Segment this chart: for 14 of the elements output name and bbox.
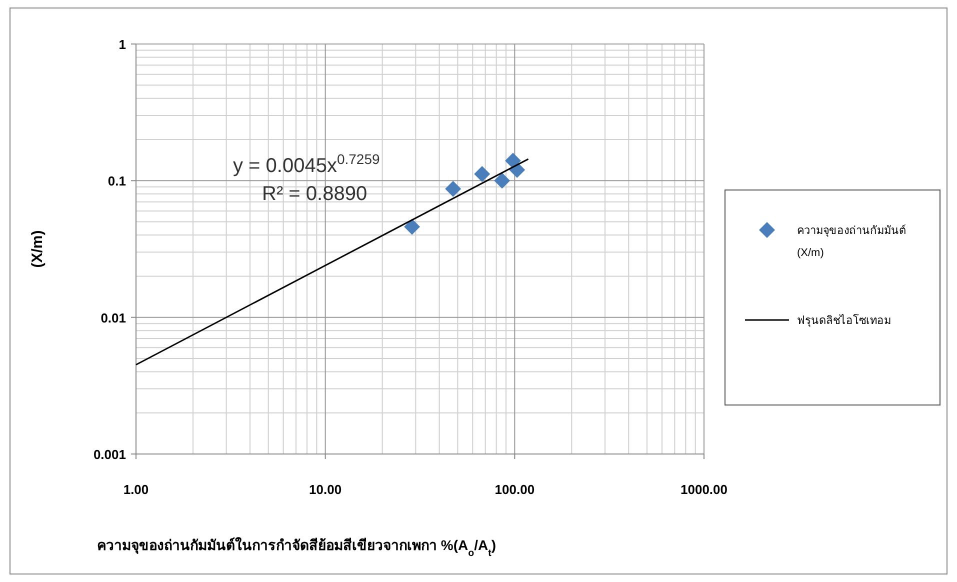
x-axis-title: ความจุของถ่านกัมมันต์ในการกำจัดสีย้อมสีเขียวจากเพกา %(A$_{o}$/A$_{t}$) — [97, 536, 496, 558]
y-tick-label: 0.01 — [100, 310, 126, 326]
y-tick-label: 1 — [118, 37, 126, 52]
x-tick-label: 1000.00 — [680, 482, 728, 497]
y-axis-title: (X/m) — [29, 230, 46, 268]
x-tick-label: 1.00 — [123, 482, 149, 497]
y-tick-label: 0.1 — [108, 174, 126, 189]
legend-label: ฟรุนดลิชไอโซเทอม — [797, 313, 891, 327]
x-tick-label: 100.00 — [494, 482, 535, 497]
annotation: y = 0.0045x$^{0.7259}$ — [233, 151, 380, 177]
x-tick-label: 10.00 — [309, 482, 342, 497]
annotation: R² = 0.8890 — [262, 183, 368, 205]
y-tick-label: 0.001 — [93, 447, 126, 462]
legend-label: ความจุของถ่านกัมมันต์ (X/m) — [797, 224, 906, 259]
